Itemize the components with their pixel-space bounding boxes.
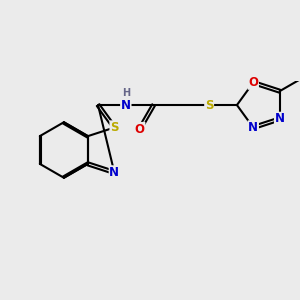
Text: H: H <box>122 88 130 98</box>
Text: S: S <box>110 121 118 134</box>
Text: O: O <box>248 76 258 89</box>
Text: N: N <box>110 166 119 179</box>
Text: N: N <box>248 121 258 134</box>
Text: N: N <box>121 99 131 112</box>
Text: S: S <box>205 99 213 112</box>
Text: O: O <box>135 123 145 136</box>
Text: N: N <box>275 112 285 125</box>
